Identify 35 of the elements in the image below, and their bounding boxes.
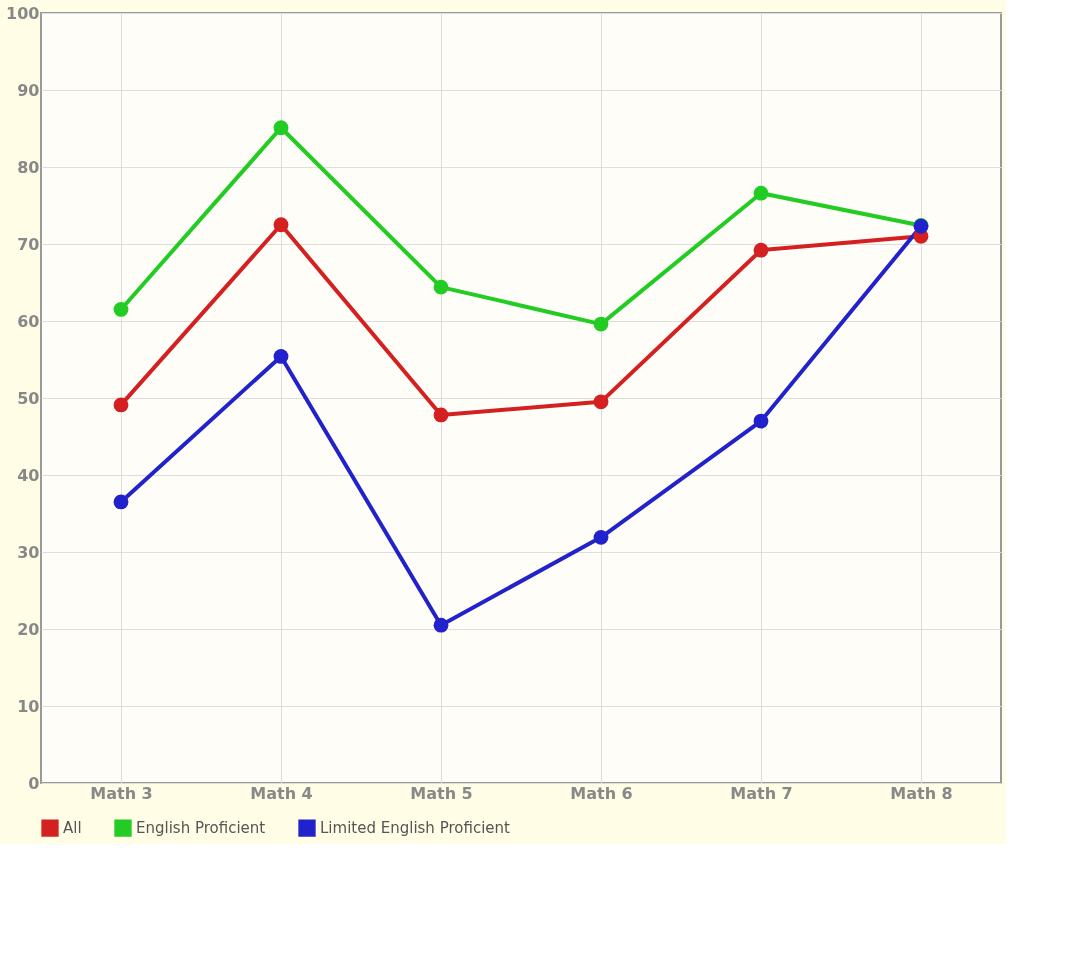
point <box>753 242 769 258</box>
y-tick-label: 80 <box>17 157 40 177</box>
y-tick-label: 90 <box>17 80 40 100</box>
y-tick-label: 40 <box>17 465 40 485</box>
point <box>433 279 449 295</box>
x-tick-label: Math 8 <box>890 783 953 803</box>
point <box>433 617 449 633</box>
legend-label: Limited English Proficient <box>320 819 511 838</box>
point <box>433 407 449 423</box>
y-tick-label: 0 <box>28 773 40 793</box>
y-tick-label: 10 <box>17 696 40 716</box>
point <box>753 185 769 201</box>
point <box>593 316 609 332</box>
point <box>113 494 129 510</box>
point <box>753 413 769 429</box>
x-tick-label: Math 3 <box>90 783 153 803</box>
x-tick-label: Math 4 <box>250 783 313 803</box>
y-tick-label: 100 <box>6 3 40 23</box>
x-tick-label: Math 7 <box>730 783 793 803</box>
legend-label: English Proficient <box>136 819 266 838</box>
y-tick-label: 60 <box>17 311 40 331</box>
y-tick-label: 50 <box>17 388 40 408</box>
y-tick-label: 20 <box>17 619 40 639</box>
point <box>113 302 129 317</box>
point <box>593 394 609 410</box>
y-tick-label: 30 <box>17 542 40 562</box>
legend-label: All <box>63 819 82 838</box>
point <box>593 529 609 545</box>
point <box>273 217 289 233</box>
y-tick-label: 70 <box>17 234 40 254</box>
point <box>273 120 289 136</box>
x-tick-label: Math 5 <box>410 783 473 803</box>
x-tick-label: Math 6 <box>570 783 633 803</box>
point <box>273 349 289 364</box>
point <box>113 397 129 413</box>
